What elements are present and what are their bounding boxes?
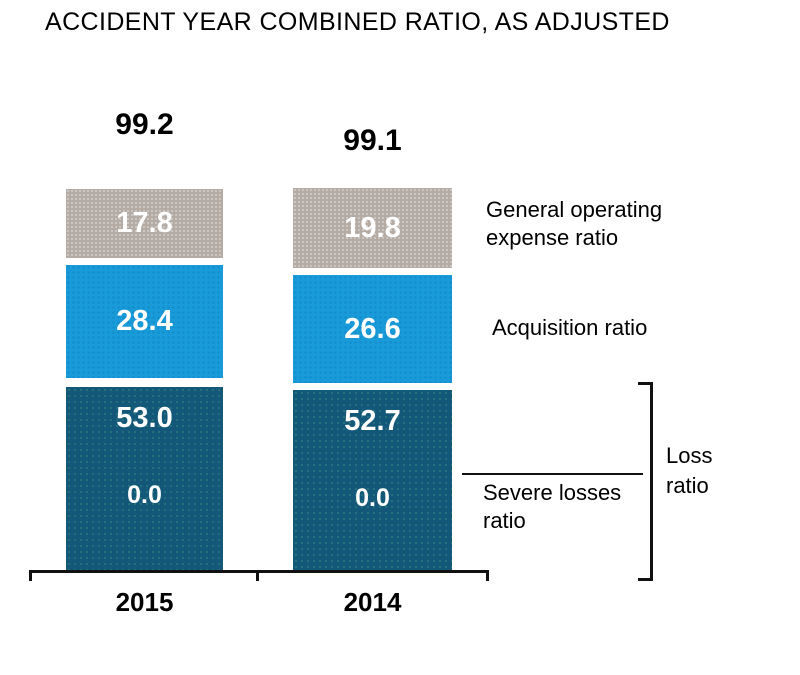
label-acquisition-ratio: Acquisition ratio	[492, 315, 648, 340]
chart-title: ACCIDENT YEAR COMBINED RATIO, AS ADJUSTE…	[45, 8, 670, 36]
label-severe-losses-line2: ratio	[483, 508, 526, 533]
label-general-operating-line1: General operating	[486, 197, 663, 222]
segment-general-operating-2015: 17.8	[66, 189, 223, 258]
label-loss-ratio: Loss ratio	[666, 441, 712, 501]
segment-general-operating-2014: 19.8	[293, 188, 452, 268]
label-loss-line2: ratio	[666, 473, 709, 498]
segment-value-severe-losses-2014: 0.0	[355, 484, 390, 512]
x-axis-tick-middle	[256, 570, 259, 581]
loss-ratio-bracket-bottom-arm	[638, 578, 653, 581]
segment-acquisition-2015: 28.4	[66, 265, 223, 378]
total-label-2015: 99.2	[115, 108, 174, 141]
loss-ratio-bracket-vertical	[650, 382, 653, 581]
total-label-2014: 99.1	[343, 124, 402, 157]
loss-ratio-bracket-top-arm	[638, 382, 653, 385]
label-severe-losses-line1: Severe losses	[483, 480, 622, 505]
segment-value-general-operating-2014: 19.8	[344, 211, 401, 244]
x-axis-line	[29, 570, 489, 573]
segment-value-loss-2014: 52.7	[344, 405, 401, 437]
label-severe-losses-ratio: Severe losses ratio	[483, 479, 621, 535]
category-label-2015: 2015	[115, 587, 174, 617]
label-general-operating-expense-ratio: General operating expense ratio	[486, 196, 662, 252]
x-axis-tick-right	[486, 570, 489, 581]
segment-value-loss-2015: 53.0	[116, 402, 173, 434]
label-loss-line1: Loss	[666, 443, 713, 468]
category-label-2014: 2014	[343, 587, 402, 617]
segment-value-acquisition-2014: 26.6	[344, 312, 401, 345]
segment-loss-2014: 52.7 0.0	[293, 390, 452, 570]
segment-value-severe-losses-2015: 0.0	[127, 481, 162, 509]
segment-value-general-operating-2015: 17.8	[116, 207, 173, 239]
x-axis-tick-left	[29, 570, 32, 581]
segment-value-acquisition-2015: 28.4	[116, 305, 173, 337]
severe-losses-leader-line	[462, 473, 643, 475]
label-general-operating-line2: expense ratio	[486, 225, 619, 250]
segment-acquisition-2014: 26.6	[293, 275, 452, 383]
segment-loss-2015: 53.0 0.0	[66, 387, 223, 570]
